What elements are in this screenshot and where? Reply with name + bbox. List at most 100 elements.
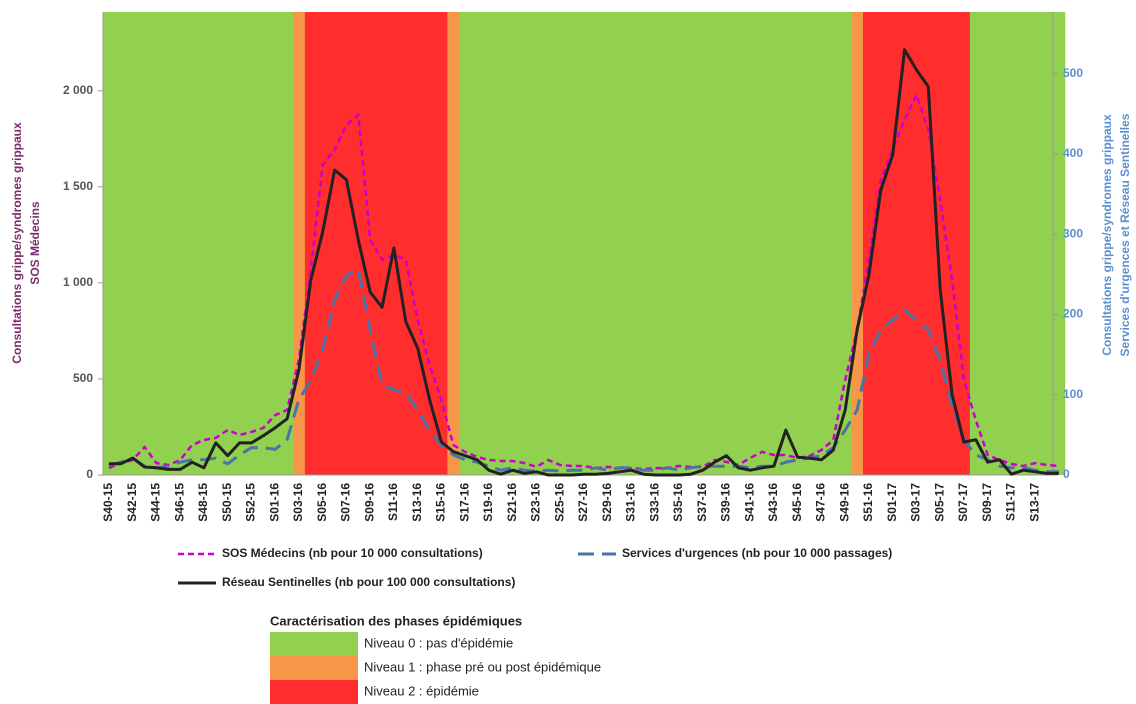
- phase-band: [863, 12, 876, 475]
- x-tick-label: S49-16: [837, 483, 851, 522]
- x-tick-label: S50-15: [220, 483, 234, 522]
- phase-band: [744, 12, 757, 475]
- phase-band: [1041, 12, 1054, 475]
- x-tick-label: S01-17: [885, 483, 899, 522]
- y-tick-label: 500: [73, 371, 93, 385]
- x-tick-label: S15-16: [434, 483, 448, 522]
- x-tick-label: S37-16: [695, 483, 709, 522]
- phase-band: [281, 12, 294, 475]
- phase-band: [601, 12, 615, 475]
- legend-label: SOS Médecins (nb pour 10 000 consultatio…: [222, 546, 483, 560]
- phase-band: [376, 12, 389, 475]
- y2-tick-label: 200: [1063, 307, 1083, 321]
- x-tick-label: S11-16: [386, 483, 400, 521]
- y-axis-label: Consultations grippe/syndromes grippaux: [10, 122, 24, 364]
- x-tick-label: S03-16: [291, 483, 305, 522]
- x-tick-label: S45-16: [790, 483, 804, 522]
- phase-band: [768, 12, 781, 475]
- x-tick-label: S40-15: [101, 483, 115, 522]
- phase-band: [696, 12, 710, 475]
- y2-axis-label: Consultations grippe/syndromes grippaux: [1100, 114, 1114, 356]
- x-tick-label: S01-16: [267, 483, 281, 522]
- x-tick-label: S27-16: [576, 483, 590, 522]
- legend-label: Réseau Sentinelles (nb pour 100 000 cons…: [222, 575, 515, 589]
- phase-band: [388, 12, 401, 475]
- phase-band: [779, 12, 793, 475]
- phase-band: [720, 12, 733, 475]
- phase-band: [708, 12, 721, 475]
- phase-band: [257, 12, 270, 475]
- phase-band: [138, 12, 151, 475]
- y-tick-label: 0: [86, 467, 93, 481]
- phase-label: Niveau 2 : épidémie: [364, 683, 479, 698]
- phase-band: [958, 12, 971, 475]
- x-tick-label: S19-16: [481, 483, 495, 522]
- phase-band: [673, 12, 686, 475]
- x-tick-label: S33-16: [647, 483, 661, 522]
- phase-band: [637, 12, 650, 475]
- x-tick-label: S48-15: [196, 483, 210, 522]
- phase-band: [886, 12, 900, 475]
- phase-band: [494, 12, 508, 475]
- phase-band: [447, 12, 460, 475]
- phase-band: [103, 12, 116, 475]
- y2-axis-label: Services d'urgences et Réseau Sentinelle…: [1118, 113, 1132, 356]
- x-tick-label: S07-17: [956, 483, 970, 522]
- y2-tick-label: 500: [1063, 66, 1083, 80]
- phase-band: [316, 12, 330, 475]
- phase-band: [1017, 12, 1030, 475]
- x-tick-label: S11-17: [1004, 483, 1018, 521]
- phase-band: [839, 12, 852, 475]
- phase-band: [435, 12, 448, 475]
- x-tick-label: S43-16: [766, 483, 780, 522]
- phase-band: [364, 12, 377, 475]
- phase-legend-title: Caractérisation des phases épidémiques: [270, 613, 522, 628]
- x-tick-label: S41-16: [742, 483, 756, 522]
- phase-band: [186, 12, 199, 475]
- phase-band: [245, 12, 258, 475]
- phase-band: [304, 12, 318, 475]
- phase-band: [684, 12, 698, 475]
- phase-band: [981, 12, 995, 475]
- y2-tick-label: 300: [1063, 226, 1083, 240]
- y2-tick-label: 100: [1063, 387, 1083, 401]
- x-tick-label: S23-16: [529, 483, 543, 522]
- series-line: [108, 268, 1059, 474]
- x-tick-label: S51-16: [861, 483, 875, 522]
- y2-tick-label: 400: [1063, 146, 1083, 160]
- x-tick-label: S03-17: [909, 483, 923, 522]
- x-tick-label: S25-16: [552, 483, 566, 522]
- phase-swatch: [270, 680, 358, 704]
- x-tick-label: S52-15: [244, 483, 258, 522]
- phase-band: [423, 12, 436, 475]
- phase-band: [1029, 12, 1042, 475]
- x-tick-label: S09-17: [980, 483, 994, 522]
- phase-band: [589, 12, 603, 475]
- phase-band: [269, 12, 282, 475]
- phase-band: [483, 12, 496, 475]
- phase-band: [518, 12, 531, 475]
- y-tick-label: 1 500: [63, 179, 93, 193]
- phase-band: [613, 12, 626, 475]
- phase-swatch: [270, 656, 358, 680]
- phase-band: [162, 12, 175, 475]
- phase-band: [542, 12, 555, 475]
- phase-band: [934, 12, 947, 475]
- phase-band: [732, 12, 745, 475]
- phase-band: [340, 12, 353, 475]
- y2-tick-label: 0: [1063, 467, 1070, 481]
- phase-band: [459, 12, 472, 475]
- phase-band: [578, 12, 591, 475]
- phase-band: [910, 12, 923, 475]
- phase-label: Niveau 0 : pas d'épidémie: [364, 635, 513, 650]
- phase-band: [1053, 12, 1066, 475]
- phase-band: [471, 12, 484, 475]
- x-tick-label: S05-16: [315, 483, 329, 522]
- legend-label: Services d'urgences (nb pour 10 000 pass…: [622, 546, 892, 560]
- x-tick-label: S46-15: [172, 483, 186, 522]
- phase-band: [649, 12, 662, 475]
- phase-band: [1005, 12, 1018, 475]
- y-tick-label: 2 000: [63, 83, 93, 97]
- phase-band: [625, 12, 638, 475]
- phase-band: [993, 12, 1006, 475]
